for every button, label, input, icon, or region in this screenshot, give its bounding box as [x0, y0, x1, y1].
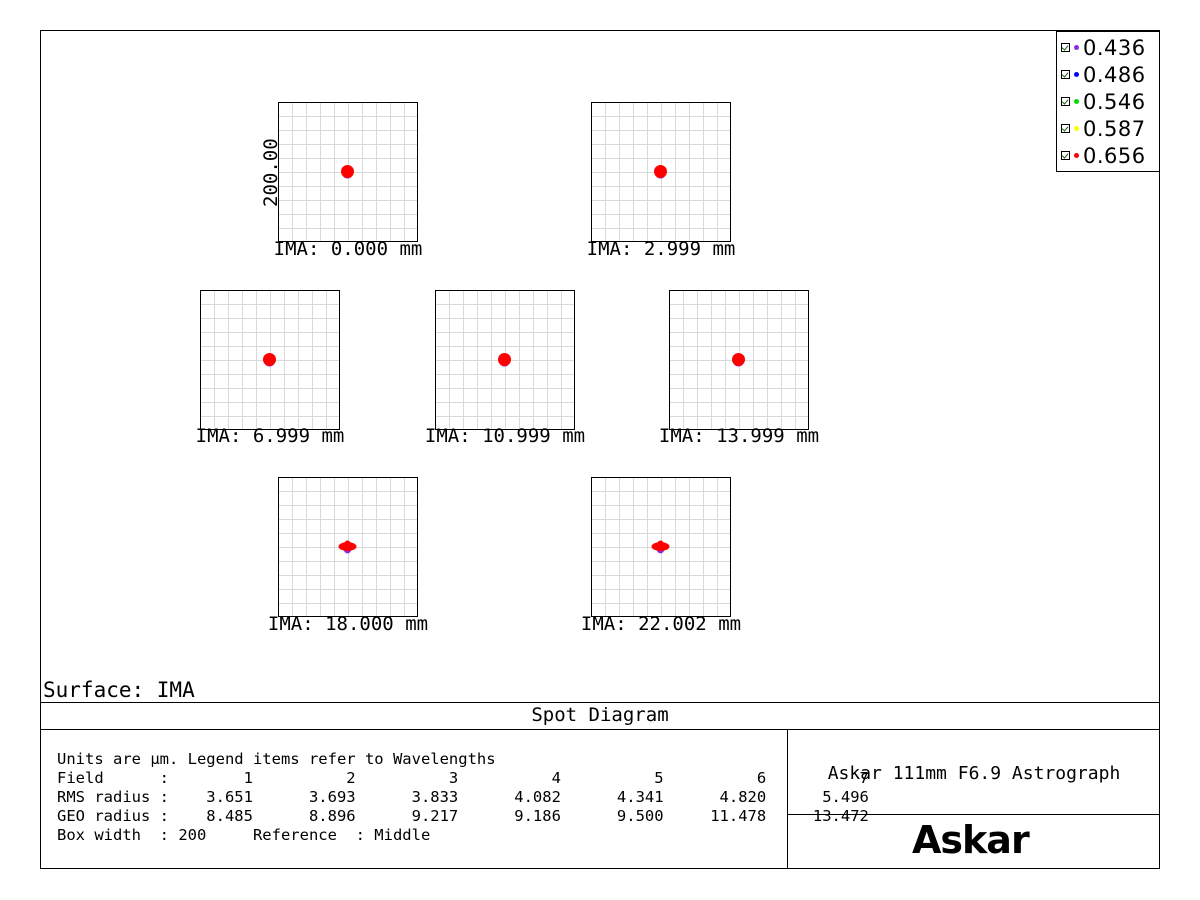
legend-checkbox-icon	[1061, 70, 1070, 79]
field-label-2: IMA: 2.999 mm	[586, 238, 736, 260]
spot-plot	[498, 353, 511, 367]
info-rms-row: RMS radius : 3.651 3.693 3.833 4.082 4.3…	[57, 788, 869, 806]
field-label-7: IMA: 22.002 mm	[580, 613, 742, 635]
plot-frame	[40, 30, 1160, 869]
divider-vertical	[787, 729, 788, 869]
spot-box-field-3	[200, 290, 340, 430]
info-field-row: Field : 1 2 3 4 5 6 7	[57, 769, 869, 787]
divider-product	[787, 814, 1160, 815]
legend-item-4: 0.587	[1061, 115, 1146, 142]
spot-trace-red	[263, 353, 276, 366]
spot-box-field-6	[278, 477, 418, 617]
spot-box-field-4	[435, 290, 575, 430]
spot-box-field-2	[591, 102, 731, 242]
legend-item-3: 0.546	[1061, 88, 1146, 115]
legend-color-dot-icon	[1074, 45, 1079, 50]
field-label-1: IMA: 0.000 mm	[273, 238, 423, 260]
legend-checkbox-icon	[1061, 124, 1070, 133]
divider-title	[40, 729, 1160, 730]
diagram-title: Spot Diagram	[531, 704, 669, 726]
spot-trace-red-top	[344, 540, 351, 547]
spot-trace-red-top	[657, 540, 664, 547]
spot-plot	[732, 353, 745, 367]
legend-color-dot-icon	[1074, 72, 1079, 77]
legend-label: 0.486	[1083, 62, 1146, 87]
spot-plot	[338, 540, 357, 554]
info-units-line: Units are µm. Legend items refer to Wave…	[57, 750, 496, 768]
spot-box-field-1	[278, 102, 418, 242]
legend-label: 0.546	[1083, 89, 1146, 114]
legend-label: 0.587	[1083, 116, 1146, 141]
legend-color-dot-icon	[1074, 126, 1079, 131]
legend-item-5: 0.656	[1061, 142, 1146, 169]
info-box-row: Box width : 200 Reference : Middle	[57, 826, 431, 844]
legend-checkbox-icon	[1061, 43, 1070, 52]
spot-info-block: Units are µm. Legend items refer to Wave…	[57, 750, 869, 845]
legend-item-1: 0.436	[1061, 34, 1146, 61]
field-label-6: IMA: 18.000 mm	[267, 613, 429, 635]
legend-checkbox-icon	[1061, 151, 1070, 160]
spot-plot	[341, 165, 354, 179]
legend-checkbox-icon	[1061, 97, 1070, 106]
spot-plot	[263, 353, 276, 367]
field-label-5: IMA: 13.999 mm	[658, 425, 820, 447]
field-label-3: IMA: 6.999 mm	[195, 425, 345, 447]
spot-box-field-5	[669, 290, 809, 430]
divider-top	[40, 702, 1160, 703]
spot-plot	[651, 540, 670, 554]
spot-trace-red	[341, 165, 354, 178]
legend-label: 0.436	[1083, 35, 1146, 60]
info-geo-row: GEO radius : 8.485 8.896 9.217 9.186 9.5…	[57, 807, 869, 825]
spot-plot	[654, 165, 667, 179]
spot-box-field-7	[591, 477, 731, 617]
spot-trace-red	[732, 353, 745, 366]
legend-color-dot-icon	[1074, 153, 1079, 158]
spot-trace-red	[654, 165, 667, 178]
askar-logo: Askar	[912, 818, 1030, 862]
field-label-4: IMA: 10.999 mm	[424, 425, 586, 447]
spot-trace-red	[498, 353, 511, 366]
wavelength-legend: 0.436 0.486 0.546 0.587 0.656	[1056, 31, 1159, 172]
legend-color-dot-icon	[1074, 99, 1079, 104]
surface-label: Surface: IMA	[43, 678, 195, 702]
product-name: Askar 111mm F6.9 Astrograph	[827, 763, 1121, 784]
legend-item-2: 0.486	[1061, 61, 1146, 88]
legend-label: 0.656	[1083, 143, 1146, 168]
